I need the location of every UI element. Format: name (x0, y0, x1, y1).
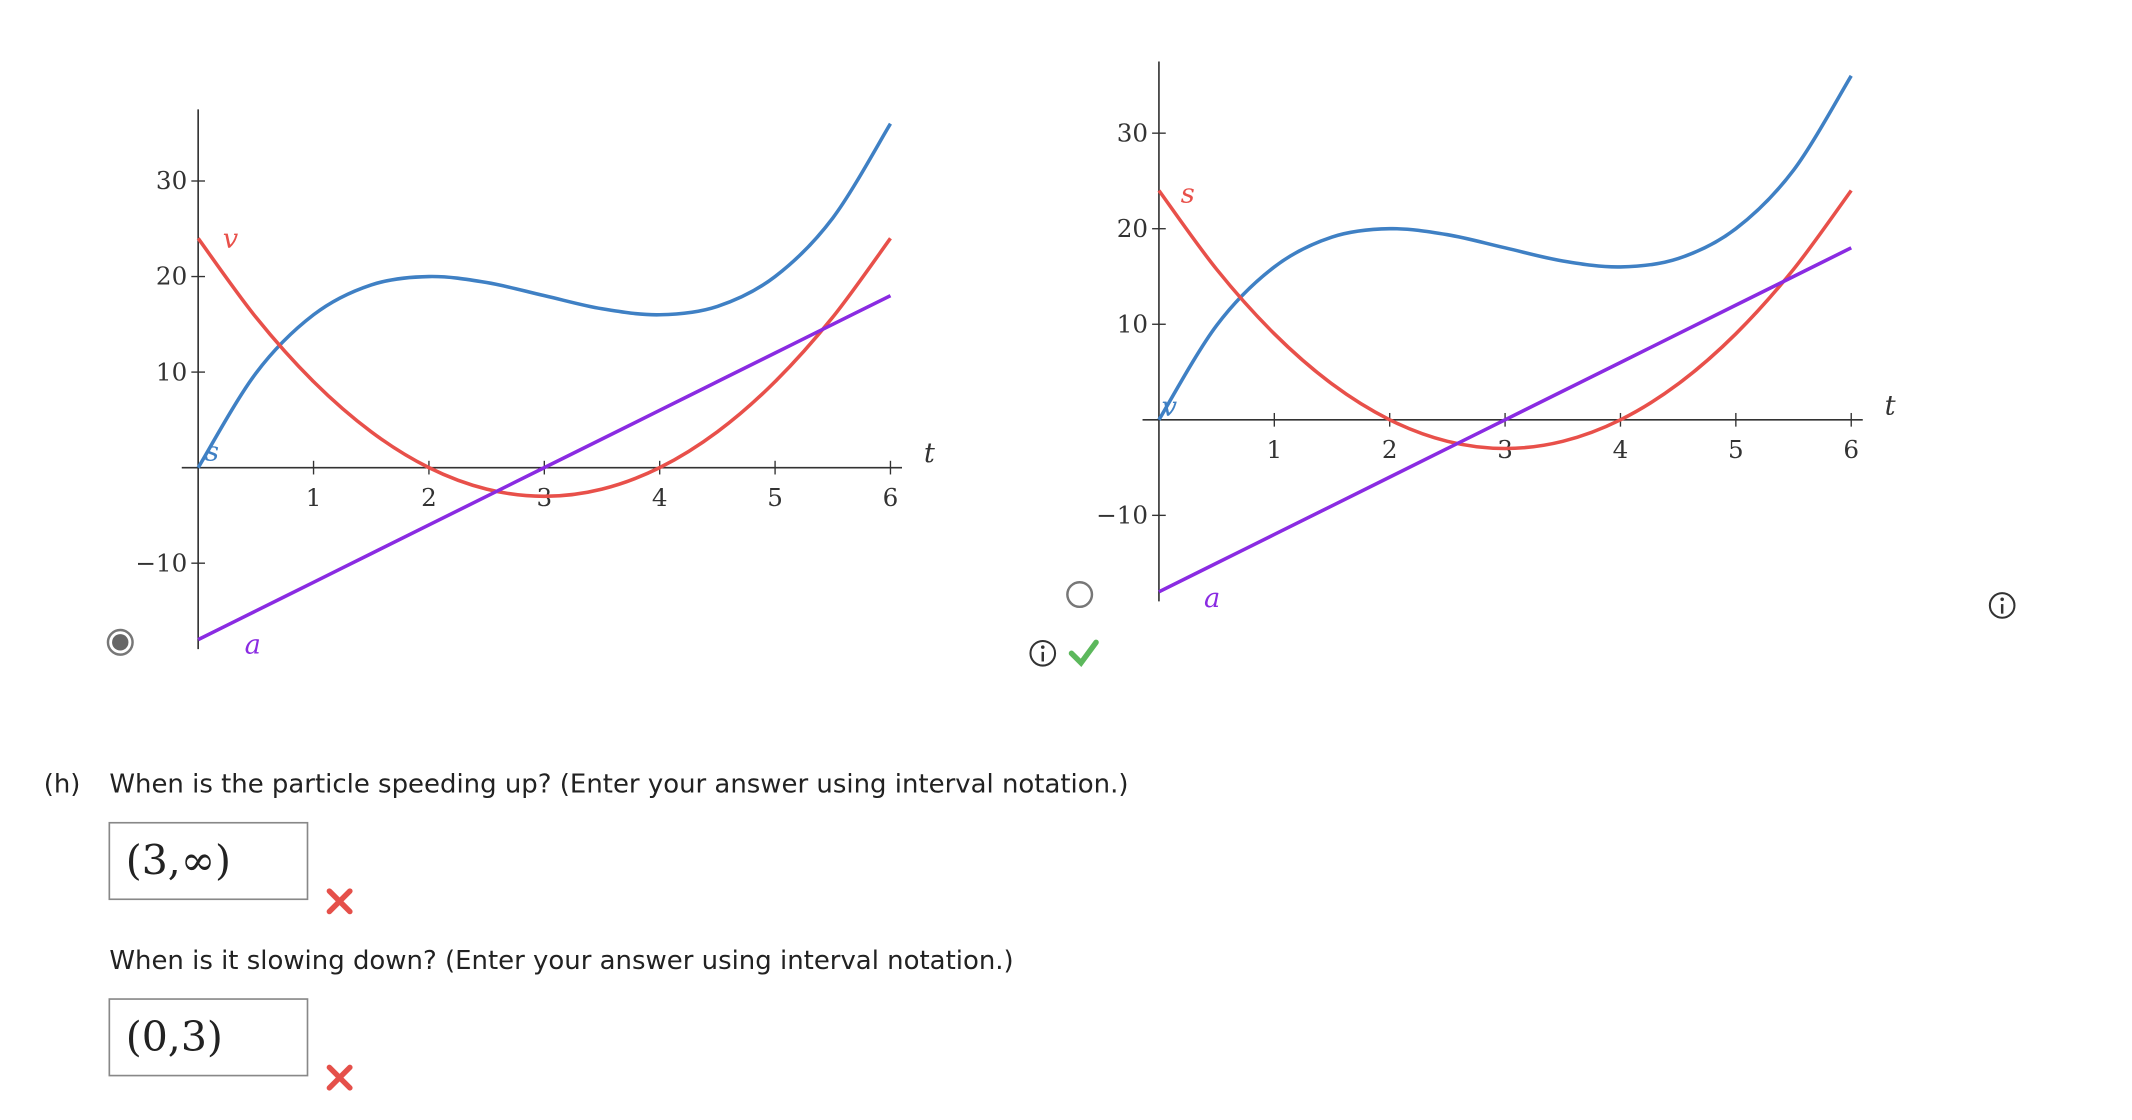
x-tick-label: 2 (421, 483, 437, 512)
x-tick-label: 6 (883, 483, 899, 512)
part-label: (h) (44, 770, 81, 800)
series-line (1158, 246, 1853, 594)
axis-label: t (1885, 390, 1897, 421)
series-label: s (1181, 178, 1195, 209)
radio-button[interactable] (1066, 580, 1094, 609)
question-prompt: When is it slowing down? (Enter your ans… (109, 946, 1013, 976)
radio-button[interactable] (106, 628, 134, 656)
series-label: a (245, 629, 261, 660)
axis-label: t (924, 438, 936, 469)
correct-mark (1068, 639, 1099, 668)
radio-dot (112, 634, 129, 651)
series-line (196, 122, 892, 469)
x-tick-label: 2 (1382, 435, 1398, 464)
y-tick-label: 20 (156, 262, 187, 291)
y-tick-label: 30 (156, 166, 187, 195)
question-prompt: When is the particle speeding up? (Enter… (109, 770, 1128, 800)
answer-text: (3,∞) (126, 837, 231, 885)
answer-text: (0,3) (126, 1013, 223, 1061)
y-tick-label: 20 (1117, 214, 1148, 243)
x-tick-label: 6 (1843, 435, 1859, 464)
series-line (1157, 74, 1853, 421)
radio-ring (1066, 580, 1094, 609)
info-icon[interactable] (1988, 592, 2016, 619)
wrong-mark (326, 888, 353, 915)
answer-box[interactable] (108, 998, 309, 1077)
wrong-mark (326, 1064, 353, 1091)
x-tick-label: 5 (1728, 435, 1744, 464)
y-tick-label: −10 (1096, 501, 1148, 530)
x-tick-label: 4 (652, 483, 668, 512)
series-label: s (205, 437, 219, 468)
y-tick-label: 10 (1117, 309, 1148, 338)
series-label: a (1204, 583, 1220, 614)
series-line (1157, 189, 1853, 451)
series-label: v (223, 223, 239, 254)
answer-box[interactable] (108, 821, 309, 901)
series-label: v (1162, 391, 1178, 422)
x-tick-label: 5 (767, 483, 783, 512)
y-tick-label: −10 (135, 548, 187, 577)
series-line (196, 237, 892, 499)
series-line (197, 294, 892, 642)
x-tick-label: 1 (306, 483, 322, 512)
x-tick-label: 4 (1613, 435, 1629, 464)
y-tick-label: 30 (1117, 118, 1148, 147)
y-tick-label: 10 (156, 357, 187, 386)
info-icon[interactable] (1029, 639, 1057, 667)
x-tick-label: 1 (1266, 435, 1282, 464)
